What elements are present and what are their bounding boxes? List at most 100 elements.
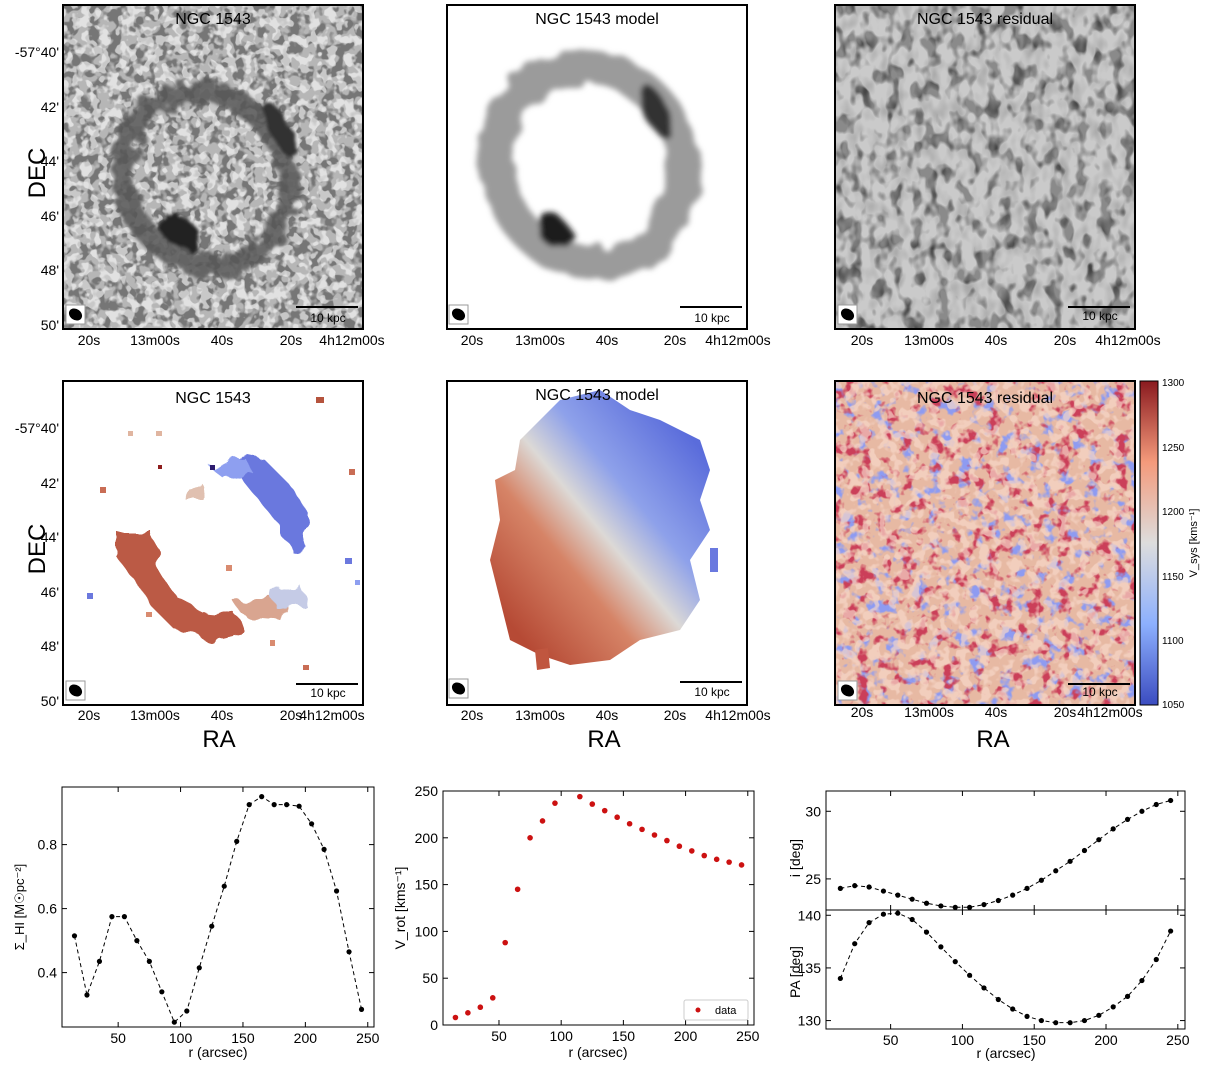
x-tick-label: 50 xyxy=(491,1028,507,1044)
colorbar: 1300 1250 1200 1150 1100 1050 V_sys [kms… xyxy=(1139,378,1200,711)
y-axis-label: V_rot [kms⁻¹] xyxy=(392,867,408,950)
velocity-specks xyxy=(87,397,360,670)
y-axis-label: Σ_HI [M☉pc⁻²] xyxy=(12,864,27,951)
y-tick-label: 25 xyxy=(805,871,821,887)
scalebar-label: 10 kpc xyxy=(310,311,345,325)
data-point xyxy=(1110,1004,1116,1010)
data-point xyxy=(71,933,78,939)
data-point xyxy=(134,938,140,944)
data-point xyxy=(309,821,315,827)
data-point xyxy=(676,843,683,850)
colorbar-tick: 1050 xyxy=(1162,700,1185,711)
data-point xyxy=(1139,808,1145,814)
data-point xyxy=(502,939,509,946)
x-tick-label: 250 xyxy=(736,1028,760,1044)
data-point xyxy=(701,852,708,859)
data-point xyxy=(726,859,732,865)
y-tick-label: 150 xyxy=(415,877,439,893)
y-tick-label: 0 xyxy=(430,1017,438,1033)
map-frame xyxy=(834,380,1136,706)
data-point xyxy=(626,820,633,827)
x-tick-label: 50 xyxy=(883,1032,899,1048)
ra-tick: 13m00s xyxy=(130,707,180,723)
x-axis-label: r (arcsec) xyxy=(568,1044,627,1060)
ra-tick: 40s xyxy=(596,707,619,723)
data-point xyxy=(209,923,215,929)
colorbar-gradient xyxy=(1139,380,1159,706)
data-point xyxy=(713,856,720,863)
dec-tick: 44' xyxy=(41,153,59,169)
series-line xyxy=(73,796,363,1024)
data-point xyxy=(221,883,227,889)
ra-tick-labels: 20s 13m00s 40s 20s 4h12m00s xyxy=(78,332,385,348)
data-point xyxy=(1081,847,1088,854)
data-point xyxy=(923,929,930,935)
x-tick-label: 200 xyxy=(1094,1032,1118,1048)
colorbar-tick: 1200 xyxy=(1162,507,1185,518)
data-point xyxy=(296,803,302,809)
data-point xyxy=(1024,885,1030,891)
plot-frame xyxy=(825,909,1186,1030)
y-tick-label: 200 xyxy=(415,830,439,846)
data-point xyxy=(489,995,496,1001)
data-point xyxy=(552,800,558,806)
ra-tick: 4h12m00s xyxy=(705,707,770,723)
scalebar-label: 10 kpc xyxy=(310,686,345,700)
data-point xyxy=(738,862,745,868)
legend-label: data xyxy=(715,1005,737,1017)
data-point xyxy=(527,835,533,841)
dec-tick-labels: -57°40' 42' 44' 46' 48' 50' xyxy=(15,420,59,709)
data-point xyxy=(1153,801,1159,808)
data-point xyxy=(938,903,944,909)
beam-box xyxy=(837,304,858,325)
data-point xyxy=(333,888,340,894)
panel-inclination: 25 30 i [deg] xyxy=(787,790,1186,911)
ra-tick: 20s xyxy=(280,707,303,723)
data-point xyxy=(1038,877,1044,883)
beam-box xyxy=(448,304,469,325)
dec-axis-label: DEC xyxy=(24,524,51,575)
ra-tick: 40s xyxy=(985,704,1008,720)
colorbar-tick: 1100 xyxy=(1162,636,1184,647)
colorbar-ticks: 1300 1250 1200 1150 1100 1050 xyxy=(1162,378,1185,711)
ra-tick-labels: 20s 13m00s 40s 20s 4h12m00s xyxy=(851,332,1161,348)
ra-tick-labels: 20s 13m00s 40s 20s 4h12m00s xyxy=(78,707,365,723)
panel-moment0-residual: NGC 1543 residual 10 kpc 20s 13m00s 40s … xyxy=(834,4,1161,348)
colorbar-label: V_sys [kms⁻¹] xyxy=(1188,509,1200,578)
plot-marks: 50 100 150 200 250 130 135 140 xyxy=(798,907,1190,1048)
data-point xyxy=(967,972,973,978)
data-point xyxy=(514,886,521,893)
data-point xyxy=(601,807,608,814)
y-tick-label: 30 xyxy=(805,803,821,819)
map-title: NGC 1543 xyxy=(175,390,251,407)
data-point xyxy=(184,1008,190,1014)
x-tick-label: 50 xyxy=(110,1030,126,1046)
ra-tick: 40s xyxy=(596,332,619,348)
panel-velocity-data: NGC 1543 10 kpc -57°40' 42' 44' 46' 48' … xyxy=(15,380,365,753)
data-point xyxy=(880,888,887,894)
data-point xyxy=(1067,1020,1073,1026)
data-point xyxy=(1053,1020,1059,1026)
beam-icon xyxy=(68,684,83,697)
data-point xyxy=(1024,1013,1030,1019)
velocity-blob xyxy=(535,648,550,670)
ra-tick: 40s xyxy=(211,707,234,723)
y-axis-label: i [deg] xyxy=(787,839,803,877)
data-point xyxy=(952,959,958,965)
hi-ring xyxy=(110,80,300,276)
data-point xyxy=(967,904,973,910)
velocity-blob xyxy=(710,548,718,572)
data-point xyxy=(880,911,887,917)
dec-tick: -57°40' xyxy=(15,420,59,436)
scalebar-label: 10 kpc xyxy=(694,685,729,699)
data-point xyxy=(909,896,915,902)
data-point xyxy=(109,914,115,920)
ra-tick: 4h12m00s xyxy=(1077,704,1142,720)
data-point xyxy=(284,802,290,808)
ra-tick: 4h12m00s xyxy=(299,707,364,723)
data-point xyxy=(614,814,620,821)
ra-tick: 20s xyxy=(461,707,484,723)
map-frame xyxy=(446,4,748,330)
data-point xyxy=(651,832,658,838)
map-frame xyxy=(62,380,364,706)
